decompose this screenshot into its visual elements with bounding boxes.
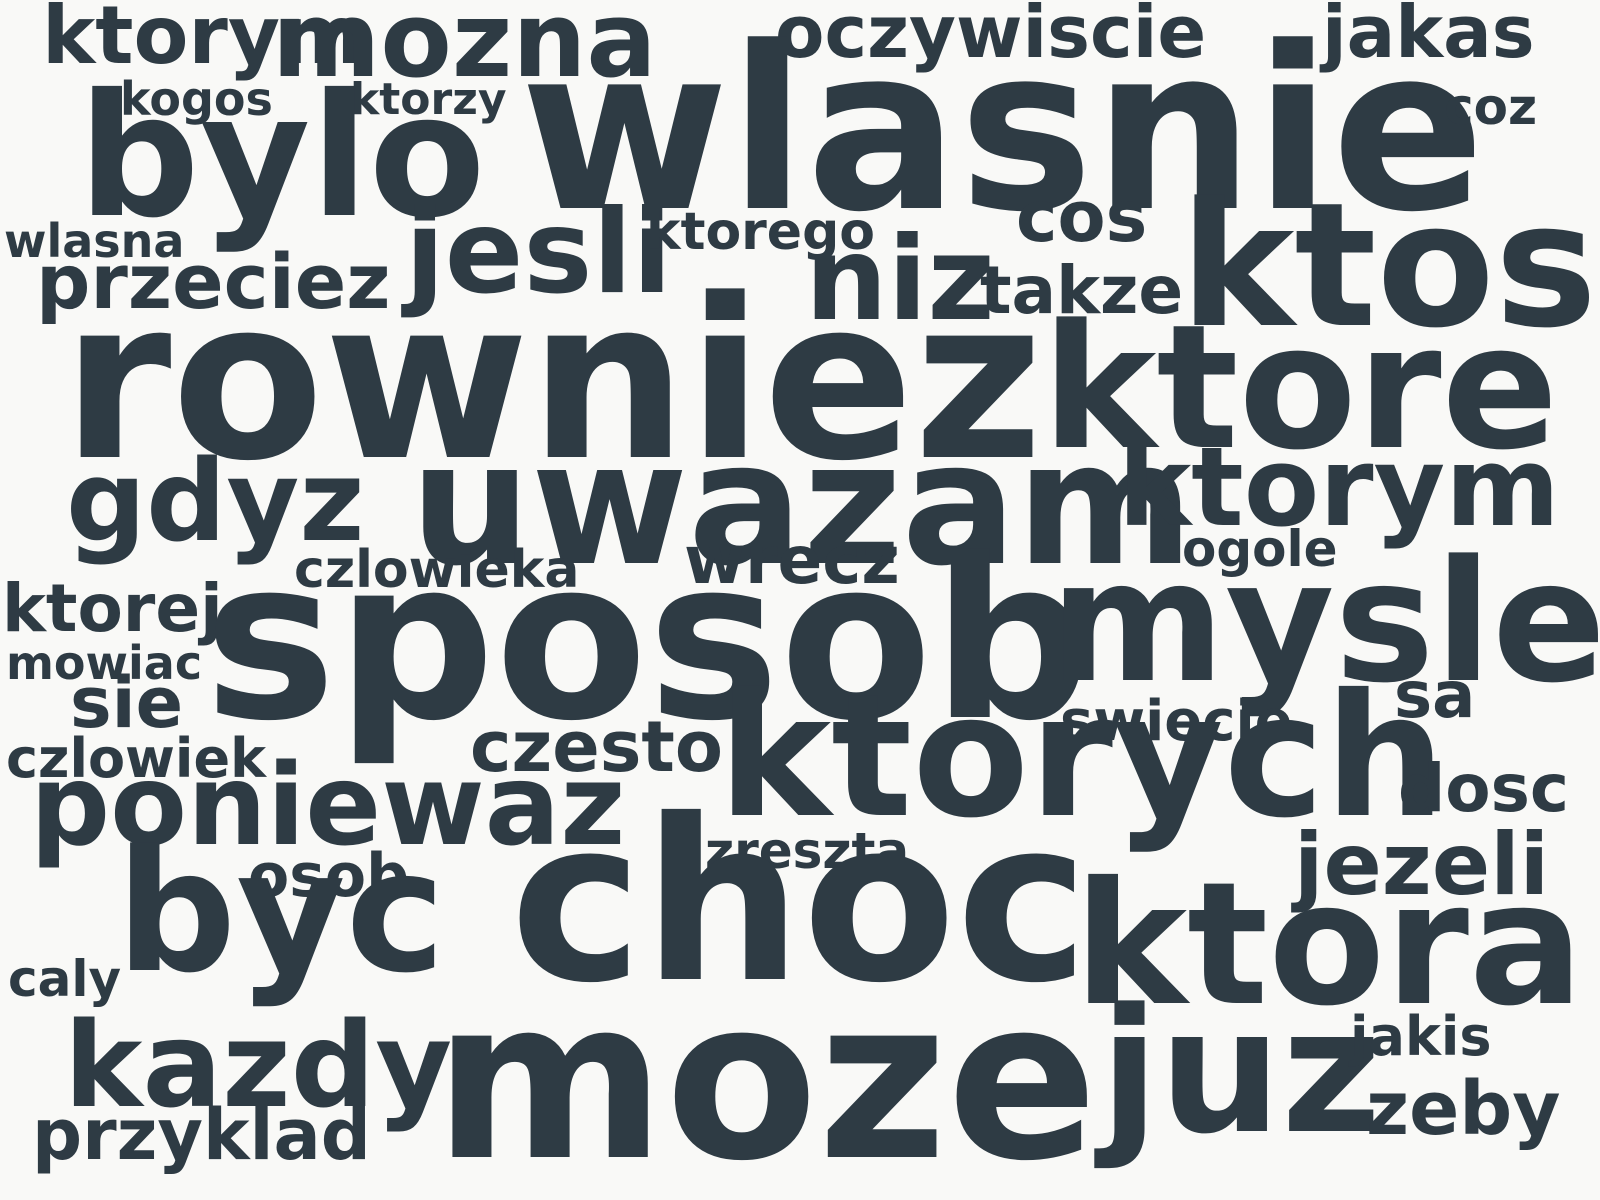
word-jakas: jakas — [1322, 0, 1535, 74]
word-ktorym-top: ktorym — [42, 0, 364, 82]
word-uwazam: uwazam — [410, 406, 1194, 604]
word-rowniez: rowniez — [62, 252, 1044, 510]
word-zeby: zeby — [1366, 1066, 1561, 1152]
word-czesto: czesto — [470, 706, 723, 788]
word-sposob: sposob — [204, 512, 1092, 770]
word-jesli: jesli — [405, 185, 673, 320]
word-jezeli: jezeli — [1294, 815, 1550, 915]
word-cos: cos — [1016, 176, 1148, 258]
word-zreszta: zreszta — [705, 822, 910, 880]
word-swiecie: swiecie — [1060, 689, 1293, 754]
word-czlowieka: czlowieka — [294, 540, 580, 600]
word-sie: sie — [70, 662, 184, 744]
word-caly: caly — [8, 950, 122, 1008]
word-takze: takze — [980, 252, 1184, 329]
word-wlasnie: wlasnie — [520, 0, 1485, 262]
word-ktora: ktora — [1074, 846, 1584, 1044]
word-coz: coz — [1444, 78, 1538, 136]
word-mozna: mozna — [272, 0, 657, 101]
word-sa: sa — [1394, 659, 1476, 733]
word-poniewaz: poniewaz — [30, 741, 626, 871]
word-bylo: bylo — [78, 58, 486, 256]
word-wrecz: wrecz — [684, 522, 900, 599]
word-kazdy: kazdy — [64, 996, 453, 1134]
word-oczywiscie: oczywiscie — [775, 0, 1207, 74]
word-mowiac: mowiac — [6, 636, 203, 690]
word-ktorych: ktorych — [718, 658, 1446, 856]
word-niz: niz — [805, 212, 995, 347]
word-ktorej: ktorej — [2, 570, 223, 647]
word-ktorzy: ktorzy — [350, 74, 507, 125]
word-mysle: mysle — [1050, 524, 1600, 720]
word-wlasna: wlasna — [4, 214, 185, 268]
word-przeciez: przeciez — [36, 237, 391, 326]
word-dosc: dosc — [1398, 750, 1569, 827]
word-kogos: kogos — [120, 72, 273, 126]
word-osob: osob — [248, 841, 410, 911]
word-ktos: ktos — [1180, 165, 1598, 366]
word-moze: moze — [434, 952, 1098, 1200]
word-ktore: ktore — [1042, 287, 1559, 488]
word-czlowiek: czlowiek — [6, 727, 266, 790]
word-gdyz: gdyz — [66, 437, 365, 567]
word-ogole: ogole — [1182, 520, 1338, 578]
word-juz: juz — [1100, 971, 1382, 1172]
word-jakis: jakis — [1350, 1005, 1492, 1068]
word-byc: byc — [116, 814, 446, 1010]
word-przyklad: przyklad — [32, 1094, 371, 1176]
word-choc: choc — [510, 771, 1089, 1032]
word-ktorego: ktorego — [646, 202, 876, 262]
word-ktorym: ktorym — [1118, 423, 1560, 551]
